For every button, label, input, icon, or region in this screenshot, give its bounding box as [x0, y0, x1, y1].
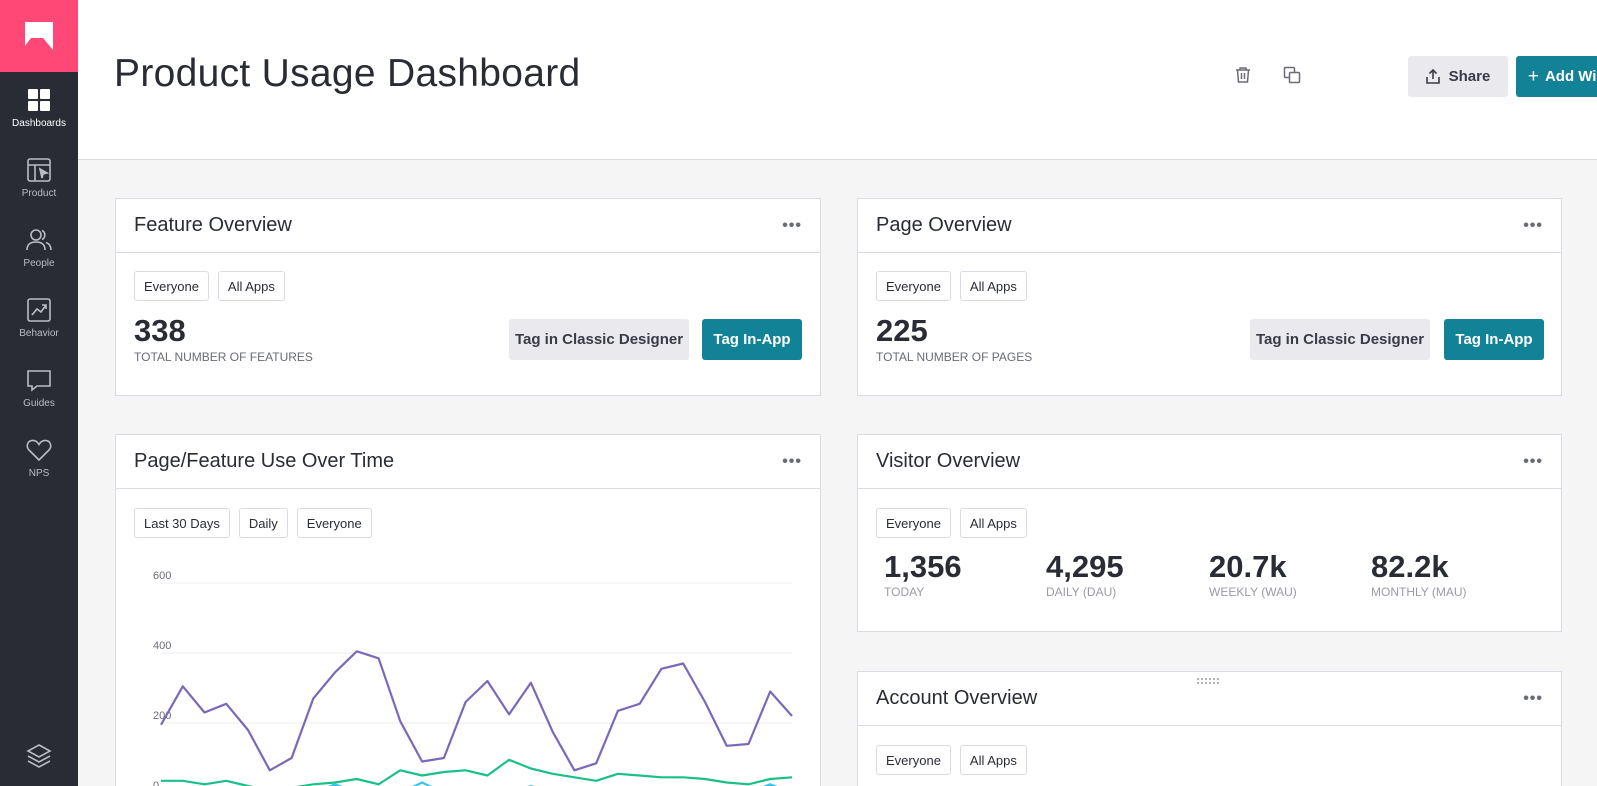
trash-icon — [1236, 67, 1250, 83]
product-icon — [27, 157, 51, 182]
app-logo[interactable] — [0, 0, 78, 72]
page-header: Product Usage Dashboard Share + Add Widg… — [78, 0, 1597, 160]
sidebar-item-dashboards[interactable]: Dashboards — [0, 72, 78, 142]
segment-chip[interactable]: Everyone — [876, 745, 951, 775]
layers-icon — [26, 744, 52, 768]
app-chip[interactable]: All Apps — [217, 271, 285, 301]
series-line-3[interactable] — [161, 781, 792, 786]
stat-label: MONTHLY (MAU) — [1371, 585, 1467, 599]
plus-icon: + — [1527, 66, 1539, 87]
date-range-chip[interactable]: Last 30 Days — [134, 508, 230, 538]
stat-label: TODAY — [884, 585, 925, 599]
stat-label: DAILY (DAU) — [1046, 585, 1117, 599]
usage-over-time-card: Page/Feature Use Over Time ••• Last 30 D… — [115, 434, 821, 786]
sidebar-item-label: Product — [21, 187, 57, 199]
share-label: Share — [1448, 68, 1491, 85]
more-options-icon[interactable]: ••• — [782, 452, 802, 470]
visitors-wau-stat: 20.7k WEEKLY (WAU) — [1209, 549, 1297, 599]
series-line-1[interactable] — [160, 650, 793, 772]
more-options-icon[interactable]: ••• — [1523, 689, 1543, 707]
sidebar-item-guides[interactable]: Guides — [0, 352, 78, 422]
y-tick-label: 0 — [153, 780, 159, 786]
more-options-icon[interactable]: ••• — [782, 216, 802, 234]
app-chip[interactable]: All Apps — [959, 271, 1027, 301]
tag-classic-designer-button[interactable]: Tag in Classic Designer — [1250, 319, 1430, 360]
y-tick-label: 600 — [153, 570, 171, 582]
sidebar-item-label: People — [23, 257, 55, 269]
page-count: 225 — [876, 313, 928, 348]
stat-value: 82.2k — [1371, 549, 1449, 584]
add-widget-button[interactable]: + Add Widget — [1516, 56, 1597, 97]
tag-in-app-button[interactable]: Tag In-App — [1444, 319, 1544, 360]
page-count-label: TOTAL NUMBER OF PAGES — [876, 350, 1033, 364]
more-options-icon[interactable]: ••• — [1523, 216, 1543, 234]
more-options-icon[interactable]: ••• — [1523, 452, 1543, 470]
visitor-overview-card: Visitor Overview ••• Everyone All Apps 1… — [857, 434, 1562, 632]
stat-label: WEEKLY (WAU) — [1209, 585, 1297, 599]
sidebar-item-product[interactable]: Product — [0, 142, 78, 212]
visitors-mau-stat: 82.2k MONTHLY (MAU) — [1371, 549, 1467, 599]
people-icon — [26, 228, 52, 250]
sidebar-bottom-item[interactable] — [0, 736, 78, 786]
duplicate-button[interactable] — [1277, 60, 1307, 90]
card-title: Account Overview — [876, 687, 1038, 709]
dashboards-icon — [28, 88, 50, 111]
page-title: Product Usage Dashboard — [114, 52, 581, 95]
card-title: Feature Overview — [134, 214, 292, 236]
stat-value: 1,356 — [884, 549, 962, 584]
card-title: Visitor Overview — [876, 450, 1021, 472]
segment-chip[interactable]: Everyone — [134, 271, 209, 301]
delete-button[interactable] — [1228, 60, 1258, 90]
y-tick-label: 400 — [153, 640, 171, 652]
sidebar-item-behavior[interactable]: Behavior — [0, 282, 78, 352]
sidebar-item-label: Guides — [23, 397, 55, 409]
stat-value: 20.7k — [1209, 549, 1287, 584]
page-overview-card: Page Overview ••• Everyone All Apps 225 … — [857, 198, 1562, 396]
guides-icon — [27, 369, 51, 392]
sidebar-item-label: NPS — [28, 467, 50, 479]
tag-in-app-button[interactable]: Tag In-App — [702, 319, 802, 360]
segment-chip[interactable]: Everyone — [876, 508, 951, 538]
share-button[interactable]: Share — [1408, 56, 1508, 97]
card-title: Page Overview — [876, 214, 1012, 236]
logo-icon — [25, 22, 53, 50]
app-chip[interactable]: All Apps — [959, 508, 1027, 538]
stat-value: 4,295 — [1046, 549, 1124, 584]
sidebar-item-people[interactable]: People — [0, 212, 78, 282]
sidebar: Dashboards Product People Behavior G — [0, 0, 78, 786]
add-widget-label: Add Widget — [1544, 68, 1597, 85]
visitors-today-stat: 1,356 TODAY — [884, 549, 962, 599]
sidebar-item-label: Behavior — [19, 327, 59, 339]
behavior-icon — [27, 297, 51, 322]
feature-count: 338 — [134, 313, 186, 348]
sidebar-item-nps[interactable]: NPS — [0, 422, 78, 492]
visitors-dau-stat: 4,295 DAILY (DAU) — [1046, 549, 1124, 599]
card-title: Page/Feature Use Over Time — [134, 450, 395, 472]
period-chip[interactable]: Daily — [238, 508, 288, 538]
copy-icon — [1283, 66, 1301, 84]
series-line-2[interactable] — [161, 758, 793, 786]
share-icon — [1425, 69, 1440, 84]
segment-chip[interactable]: Everyone — [296, 508, 372, 538]
nps-icon — [26, 439, 52, 461]
account-overview-card: Account Overview ••• Everyone All Apps — [857, 671, 1562, 786]
segment-chip[interactable]: Everyone — [876, 271, 951, 301]
app-chip[interactable]: All Apps — [959, 745, 1027, 775]
feature-overview-card: Feature Overview ••• Everyone All Apps 3… — [115, 198, 821, 396]
tag-classic-designer-button[interactable]: Tag in Classic Designer — [509, 319, 689, 360]
feature-count-label: TOTAL NUMBER OF FEATURES — [134, 350, 313, 364]
sidebar-item-label: Dashboards — [12, 117, 66, 129]
drag-handle-icon[interactable] — [1196, 677, 1222, 685]
